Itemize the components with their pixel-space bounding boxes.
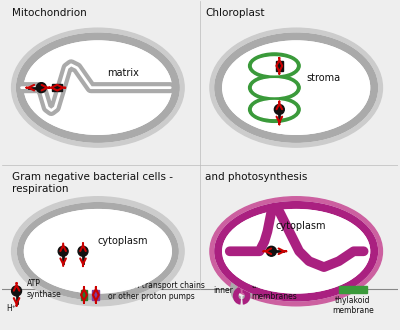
Bar: [80, 290, 88, 300]
Circle shape: [266, 246, 276, 256]
Ellipse shape: [252, 79, 296, 97]
Ellipse shape: [24, 210, 171, 293]
Text: H⁺: H⁺: [7, 304, 16, 313]
Circle shape: [78, 246, 88, 256]
Text: and outer
membranes: and outer membranes: [252, 281, 297, 301]
Circle shape: [12, 286, 22, 296]
Ellipse shape: [252, 57, 296, 75]
Bar: [276, 61, 283, 71]
Circle shape: [58, 246, 68, 256]
Ellipse shape: [16, 33, 179, 142]
Text: ATP
synthase: ATP synthase: [26, 279, 61, 299]
Ellipse shape: [215, 202, 378, 301]
Bar: [52, 84, 62, 91]
Ellipse shape: [24, 210, 171, 293]
Text: Chloroplast: Chloroplast: [205, 8, 264, 18]
Text: Gram negative bacterial cells -
respiration: Gram negative bacterial cells - respirat…: [12, 172, 172, 193]
Bar: [92, 290, 99, 300]
Ellipse shape: [215, 33, 378, 142]
Ellipse shape: [24, 41, 171, 134]
Ellipse shape: [210, 28, 382, 147]
Ellipse shape: [223, 210, 370, 293]
Text: cytoplasm: cytoplasm: [98, 236, 148, 247]
Bar: [339, 286, 366, 293]
Ellipse shape: [24, 41, 171, 134]
Text: and photosynthesis: and photosynthesis: [205, 172, 307, 182]
Text: H⁺: H⁺: [83, 284, 93, 293]
Text: stroma: stroma: [307, 73, 341, 83]
Ellipse shape: [18, 203, 178, 300]
Ellipse shape: [18, 203, 178, 300]
Ellipse shape: [223, 41, 370, 134]
Ellipse shape: [252, 101, 296, 118]
Ellipse shape: [12, 28, 184, 147]
Ellipse shape: [248, 97, 300, 122]
Text: electron transport chains
or other proton pumps: electron transport chains or other proto…: [108, 281, 205, 301]
Text: Mitochondrion: Mitochondrion: [12, 8, 86, 18]
Text: cytoplasm: cytoplasm: [276, 221, 326, 231]
Ellipse shape: [248, 53, 300, 79]
Ellipse shape: [223, 210, 370, 293]
Text: inner: inner: [213, 286, 233, 295]
Text: matrix: matrix: [107, 68, 138, 78]
Ellipse shape: [210, 197, 382, 306]
Ellipse shape: [215, 33, 378, 142]
Circle shape: [36, 83, 46, 93]
Ellipse shape: [223, 41, 370, 134]
Ellipse shape: [12, 197, 184, 306]
Text: thylakoid
membrane: thylakoid membrane: [332, 296, 374, 315]
Ellipse shape: [215, 202, 378, 301]
Ellipse shape: [16, 33, 179, 142]
Circle shape: [274, 105, 284, 115]
Ellipse shape: [248, 75, 300, 101]
